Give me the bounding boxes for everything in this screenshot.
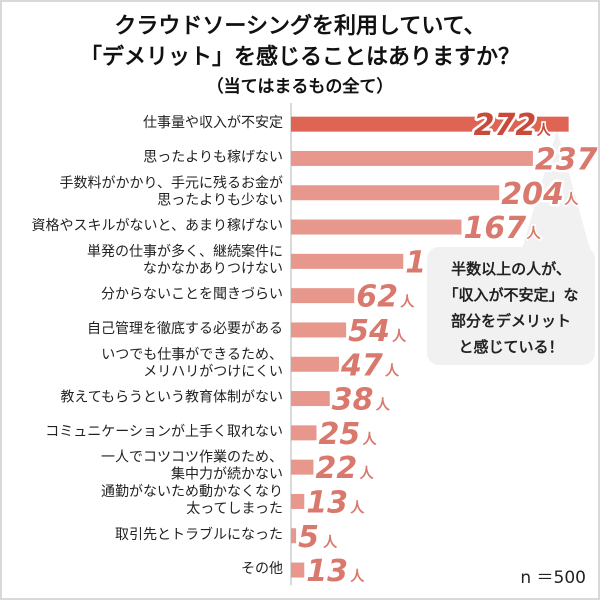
chart-title-line-2: 「デメリット」を感じることはありますか？ bbox=[79, 45, 520, 70]
data-label: 62 bbox=[356, 280, 398, 315]
bar bbox=[291, 185, 500, 201]
data-label-unit: 人 bbox=[526, 225, 541, 242]
callout-pointer bbox=[522, 130, 590, 249]
callout-line-1: 半数以上の人が、 bbox=[451, 260, 571, 278]
category-label: 自己管理を徹底する必要がある bbox=[87, 321, 283, 337]
bar bbox=[291, 219, 462, 235]
data-label-unit: 人 bbox=[392, 328, 407, 345]
bar bbox=[291, 116, 569, 132]
bar bbox=[291, 356, 339, 372]
bar bbox=[291, 493, 305, 509]
data-label-unit: 人 bbox=[385, 362, 400, 379]
sample-size-label: n ＝500 bbox=[520, 568, 586, 588]
chart-title-line-1: クラウドソーシングを利用していて、 bbox=[114, 14, 486, 39]
callout-line-3: 部分をデメリット bbox=[450, 312, 571, 330]
bar bbox=[291, 150, 533, 166]
category-label: 仕事量や収入が不安定 bbox=[143, 115, 283, 131]
category-label: コミュニケーションが上手く取れない bbox=[45, 424, 283, 440]
category-label: 思ったよりも少ない bbox=[157, 192, 283, 208]
category-label: 単発の仕事が多く、継続案件に bbox=[87, 243, 283, 260]
category-label: 教えてもらうという教育体制がない bbox=[60, 390, 283, 406]
category-label: メリハリがつけにくい bbox=[143, 364, 283, 380]
data-label-unit: 人 bbox=[363, 431, 378, 448]
bar bbox=[291, 253, 404, 269]
data-label-unit: 人 bbox=[323, 534, 338, 551]
callout-line-4: と感じている！ bbox=[458, 338, 564, 356]
data-label-unit: 人 bbox=[537, 122, 552, 139]
category-label: いつでも仕事ができるため、 bbox=[101, 347, 283, 363]
data-label: 13 bbox=[306, 554, 348, 589]
data-label-unit: 人 bbox=[350, 499, 365, 516]
data-label: 47 bbox=[340, 348, 383, 383]
data-label: 167 bbox=[463, 211, 526, 246]
bar bbox=[291, 391, 330, 407]
data-label: 22 bbox=[315, 451, 357, 486]
category-label: 通勤がないため動かなくなり bbox=[101, 484, 283, 500]
category-label: なかなかありつけない bbox=[143, 261, 283, 277]
data-label: 237 bbox=[535, 142, 598, 177]
data-label-unit: 人 bbox=[359, 465, 374, 482]
data-label-unit: 人 bbox=[564, 191, 579, 208]
category-label: 分からないことを聞きづらい bbox=[101, 287, 283, 303]
data-label: 38 bbox=[332, 383, 374, 418]
category-label: 一人でコツコツ作業のため、 bbox=[101, 450, 283, 466]
category-label: 太ってしまった bbox=[186, 501, 283, 517]
data-label: 272 bbox=[474, 108, 537, 143]
data-label-unit: 人 bbox=[376, 397, 391, 414]
category-label: 手数料がかかり、手元に残るお金が bbox=[60, 175, 283, 191]
bar bbox=[291, 425, 317, 441]
callout-box: 半数以上の人が、 「収入が不安定」な 部分をデメリット と感じている！ bbox=[427, 247, 595, 365]
category-label: 集中力が続かない bbox=[171, 466, 283, 483]
category-label: 思ったよりも稼げない bbox=[143, 149, 283, 165]
callout-line-2: 「収入が不安定」な bbox=[443, 286, 579, 304]
category-label: 資格やスキルがないと、あまり稼げない bbox=[32, 218, 283, 234]
data-label: 25 bbox=[319, 417, 361, 452]
data-label: 5 bbox=[298, 520, 319, 555]
category-label: 取引先とトラブルになった bbox=[115, 526, 283, 543]
bar bbox=[291, 288, 355, 304]
data-label-unit: 人 bbox=[400, 294, 415, 311]
bar bbox=[291, 562, 305, 578]
data-label: 204 bbox=[501, 177, 564, 212]
bar bbox=[291, 528, 297, 544]
category-label: その他 bbox=[241, 561, 283, 577]
data-label: 54 bbox=[348, 314, 390, 349]
bar bbox=[291, 322, 347, 338]
bar bbox=[291, 459, 314, 475]
data-label-unit: 人 bbox=[350, 568, 365, 585]
data-label: 13 bbox=[306, 485, 348, 520]
chart-subtitle: （当てはまるもの全て） bbox=[206, 77, 394, 97]
